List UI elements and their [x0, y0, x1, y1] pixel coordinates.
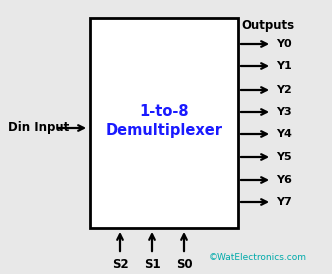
- Text: Din Input: Din Input: [8, 121, 69, 135]
- Text: Y7: Y7: [276, 197, 292, 207]
- Text: Y3: Y3: [276, 107, 291, 117]
- Text: ©WatElectronics.com: ©WatElectronics.com: [209, 253, 307, 262]
- Text: Y1: Y1: [276, 61, 292, 71]
- Text: Y0: Y0: [276, 39, 291, 49]
- Text: S2: S2: [112, 258, 128, 270]
- Text: Y5: Y5: [276, 152, 291, 162]
- Text: Outputs: Outputs: [241, 19, 294, 32]
- Text: Demultiplexer: Demultiplexer: [106, 124, 222, 138]
- Text: S0: S0: [176, 258, 192, 270]
- Text: Y4: Y4: [276, 129, 292, 139]
- Text: Y6: Y6: [276, 175, 292, 185]
- Bar: [90, 18, 238, 228]
- Text: S1: S1: [144, 258, 160, 270]
- Text: Y2: Y2: [276, 85, 292, 95]
- Text: 1-to-8: 1-to-8: [139, 104, 189, 118]
